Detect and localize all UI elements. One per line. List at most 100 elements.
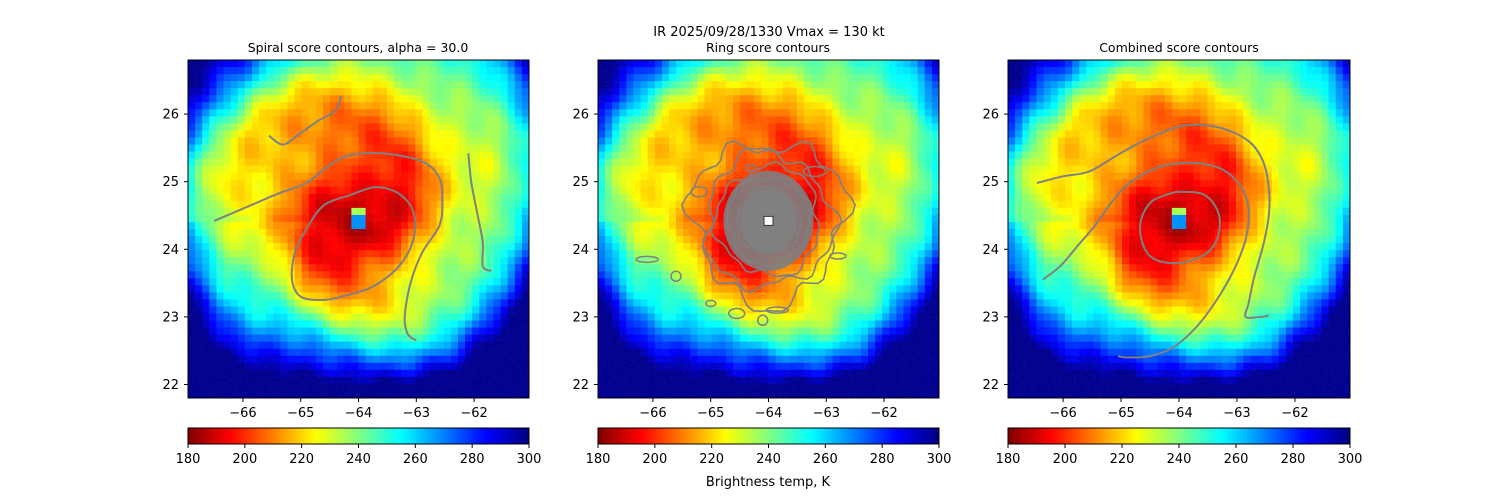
x-tick-label: −63	[403, 406, 430, 421]
colorbar-tick-label: 220	[1110, 452, 1135, 467]
contour-blob	[802, 165, 827, 178]
contour-line	[1036, 123, 1271, 319]
heatmap-area	[188, 60, 529, 398]
contour-line	[290, 186, 417, 302]
colorbar-tick-label: 280	[460, 452, 485, 467]
y-tick-label: 26	[162, 108, 179, 123]
ring-contour	[736, 185, 802, 256]
contour-blob	[670, 270, 682, 283]
contour-blob	[704, 299, 717, 308]
x-tick-label: −63	[813, 406, 840, 421]
contour-line	[213, 151, 444, 342]
figure-suptitle: IR 2025/09/28/1330 Vmax = 130 kt	[653, 25, 884, 40]
colorbar-tick-label: 240	[756, 452, 781, 467]
x-tick-label: −64	[755, 406, 782, 421]
y-tick-label: 22	[572, 378, 589, 393]
axes: −66 −65 −64 −63 −62 22 23 24 25 26	[982, 59, 1351, 421]
x-tick-label: −62	[870, 406, 897, 421]
panel-title: Spiral score contours, alpha = 30.0	[248, 40, 469, 55]
heatmap-area	[1008, 60, 1350, 398]
colorbar-tick-label: 180	[996, 452, 1021, 467]
x-tick-label: −62	[1281, 406, 1308, 421]
ring-contour	[681, 140, 856, 313]
colorbar-tick-label: 280	[1281, 452, 1306, 467]
y-tick-label: 24	[572, 243, 589, 258]
y-tick-label: 26	[982, 108, 999, 123]
y-tick-label: 23	[982, 310, 999, 325]
colorbar-tick-label: 280	[870, 452, 895, 467]
x-tick-label: −63	[1223, 406, 1250, 421]
ir-image	[1008, 60, 1350, 398]
panel-ring: Ring score contours −66 −65 −64 −63 −62 22 23 2…	[572, 40, 951, 490]
axes: −66 −65 −64 −63 −62 22 23 24 25 26	[162, 59, 530, 421]
contours	[635, 140, 856, 327]
colorbar-tick-label: 300	[517, 452, 542, 467]
heatmap-area	[598, 60, 939, 398]
colorbar-tick-label: 220	[289, 452, 314, 467]
colorbar-gradient	[1007, 427, 1351, 445]
colorbar-tick-label: 180	[176, 452, 201, 467]
y-tick-label: 22	[982, 378, 999, 393]
colorbar-label: Brightness temp, K	[706, 475, 831, 490]
contour-blob	[690, 186, 708, 198]
colorbar-tick-label: 200	[232, 452, 257, 467]
contour-blob	[635, 255, 659, 264]
ir-image	[188, 60, 529, 398]
contour-blob	[765, 306, 789, 314]
ring-contour	[710, 160, 821, 278]
center-marker	[763, 215, 774, 226]
contour-line	[467, 153, 492, 272]
x-tick-label: −66	[639, 406, 666, 421]
y-tick-label: 22	[162, 378, 179, 393]
panel-spiral: Spiral score contours, alpha = 30.0 −66−…	[162, 40, 541, 467]
x-tick-label: −66	[1049, 406, 1076, 421]
x-tick-label: −65	[697, 406, 724, 421]
colorbar-tick-label: 300	[1338, 452, 1363, 467]
colorbar: 180 200 220 240 260 280 300	[996, 427, 1363, 467]
x-tick-label: −62	[460, 406, 487, 421]
contour-blob	[756, 314, 769, 327]
colorbar-tick-label: 300	[927, 452, 952, 467]
panel-title: Ring score contours	[706, 40, 830, 55]
y-tick-label: 25	[162, 175, 179, 190]
colorbar-tick-label: 240	[1167, 452, 1192, 467]
y-tick-label: 24	[982, 243, 999, 258]
y-tick-label: 23	[162, 310, 179, 325]
colorbar: 180 200 220 240 260 280 300	[176, 427, 542, 467]
contour-line	[268, 95, 343, 146]
colorbar-tick-label: 200	[1053, 452, 1078, 467]
x-tick-label: −66	[229, 406, 256, 421]
contour-line	[1042, 161, 1250, 359]
contour-line	[1139, 190, 1221, 265]
ring-contour	[744, 195, 792, 247]
colorbar-tick-label: 220	[699, 452, 724, 467]
axes: −66 −65 −64 −63 −62 22 23 24 25 26	[572, 59, 940, 421]
colorbar-tick-label: 260	[403, 452, 428, 467]
colorbar: 180 200 220 240 260 280 300	[586, 427, 952, 467]
contour-blob	[829, 252, 847, 260]
colorbar-gradient	[597, 427, 940, 445]
contours	[1036, 123, 1271, 359]
panel-title: Combined score contours	[1099, 40, 1259, 55]
colorbar-gradient	[187, 427, 530, 445]
ring-contour	[726, 176, 812, 269]
panel-combined: Combined score contours −66 −65 −64 −63 −62 2…	[982, 40, 1362, 467]
colorbar-tick-label: 260	[813, 452, 838, 467]
x-tick-label: −65	[1107, 406, 1134, 421]
x-tick-label: −65	[287, 406, 314, 421]
colorbar-tick-label: 200	[642, 452, 667, 467]
colorbar-tick-label: 180	[586, 452, 611, 467]
ir-image	[598, 60, 939, 398]
contours	[213, 95, 492, 342]
contour-blob	[745, 164, 757, 172]
ring-contour	[702, 147, 843, 293]
x-tick-label: −64	[345, 406, 372, 421]
y-tick-label: 25	[572, 175, 589, 190]
colorbar-tick-label: 240	[346, 452, 371, 467]
y-tick-label: 25	[982, 175, 999, 190]
x-tick-label: −64	[1165, 406, 1192, 421]
y-tick-label: 26	[572, 108, 589, 123]
contour-blob	[727, 307, 746, 320]
y-tick-label: 24	[162, 243, 179, 258]
